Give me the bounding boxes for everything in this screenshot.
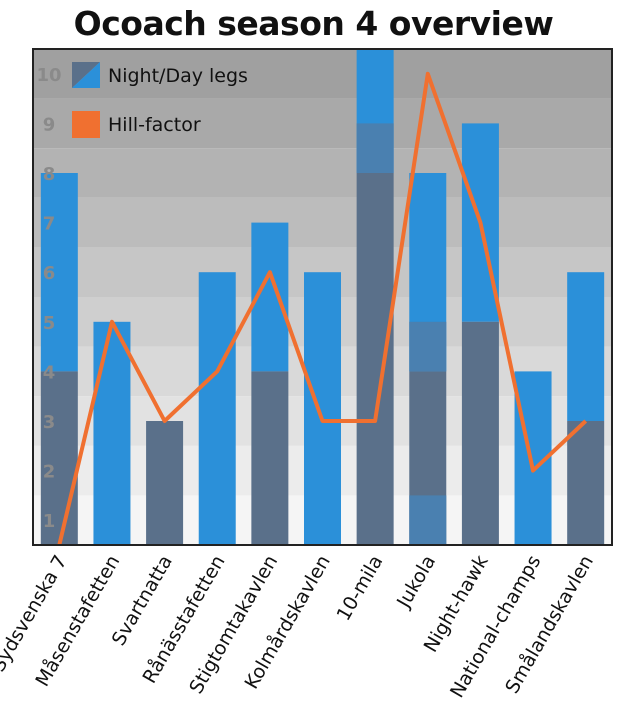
chart-title: Ocoach season 4 overview	[73, 4, 554, 43]
y-tick-label: 7	[43, 214, 56, 235]
bar-night-0	[40, 371, 78, 545]
y-tick-label: 1	[43, 511, 56, 532]
x-tick-label: Jukola	[392, 552, 440, 613]
band-8	[33, 148, 612, 198]
y-tick-label: 8	[43, 164, 56, 185]
bar-day-1	[93, 321, 131, 545]
y-tick-label: 4	[43, 362, 56, 383]
bar-day-5	[304, 272, 341, 545]
y-tick-label: 6	[43, 263, 56, 284]
bar-day-10	[567, 272, 605, 421]
bar-night-10	[567, 421, 605, 545]
bar-night-2	[146, 421, 184, 545]
y-tick-label: 3	[43, 412, 56, 433]
legend-label-hill: Hill-factor	[108, 114, 201, 136]
bar-night-6	[356, 173, 394, 545]
legend: Night/Day legs Hill-factor	[72, 62, 248, 138]
legend-swatch-day	[72, 62, 100, 88]
legend-label-night-day: Night/Day legs	[108, 65, 248, 87]
y-axis-ticks: 1 2 3 4 5 6 7 8 9 10	[36, 65, 61, 532]
y-tick-label: 5	[43, 313, 56, 334]
bar-day-3	[198, 272, 236, 545]
bar-night-8	[461, 321, 499, 545]
bar-night-4	[251, 371, 289, 545]
bar-overlap-1	[409, 495, 447, 545]
bars	[40, 49, 605, 545]
x-tick-label: 10-mila	[333, 552, 388, 625]
y-tick-label: 2	[43, 462, 56, 483]
band-10	[33, 49, 612, 99]
plot-frame	[32, 48, 613, 546]
band-7	[33, 197, 612, 248]
bar-overlap-2	[409, 321, 447, 372]
band-9	[33, 98, 612, 149]
legend-swatch-hill	[72, 111, 100, 138]
y-tick-label: 9	[43, 114, 56, 135]
x-axis-ticks: Sydsvenska 7MåsenstafettenSvartnattaRånä…	[0, 551, 598, 702]
bar-day-0	[40, 173, 78, 372]
bar-overlap-0	[356, 123, 394, 173]
y-tick-label: 10	[36, 65, 61, 86]
